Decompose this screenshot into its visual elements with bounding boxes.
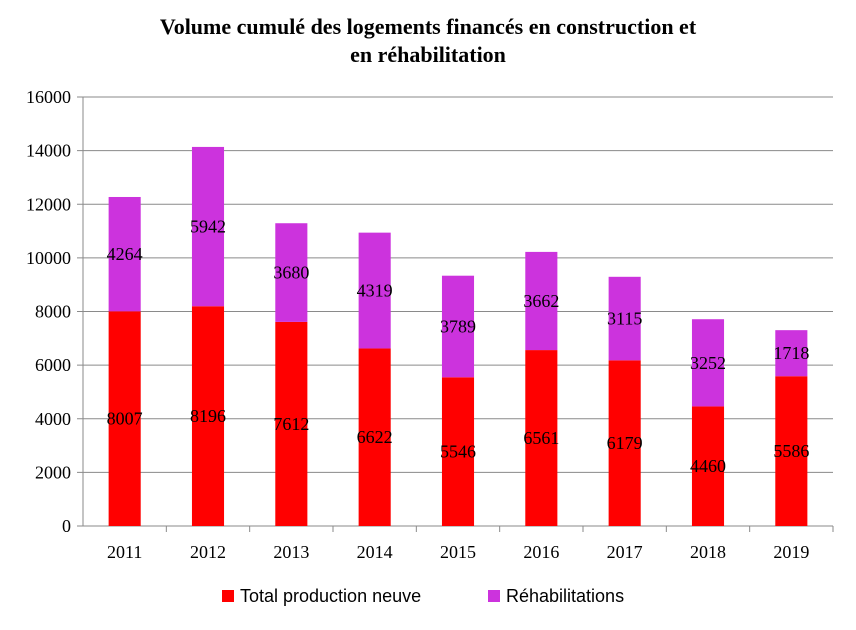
y-tick-label: 6000: [35, 355, 71, 375]
y-tick-label: 16000: [26, 87, 71, 107]
x-tick-label: 2014: [357, 542, 393, 562]
x-tick-label: 2016: [523, 542, 559, 562]
legend-swatch: [488, 590, 500, 602]
x-tick-label: 2018: [690, 542, 726, 562]
chart-title-line-1: Volume cumulé des logements financés en …: [159, 14, 697, 39]
bar-segment: [108, 311, 141, 526]
x-tick-label: 2017: [607, 542, 643, 562]
bar-segment: [358, 232, 391, 349]
bar-segment: [191, 146, 225, 307]
bar-segment: [775, 376, 808, 526]
legend-label: Total production neuve: [240, 586, 421, 606]
data-label: 1718: [773, 343, 809, 363]
x-tick-label: 2012: [190, 542, 226, 562]
data-label: 4264: [107, 244, 143, 264]
y-tick-label: 2000: [35, 462, 71, 482]
bar-segment: [608, 360, 641, 526]
bar-segment: [441, 275, 475, 378]
bar-segment: [525, 350, 558, 526]
data-label: 4319: [357, 281, 393, 301]
bar-segment: [191, 306, 225, 526]
x-tick-label: 2015: [440, 542, 476, 562]
bar-segment: [525, 251, 558, 351]
y-tick-label: 8000: [35, 302, 71, 322]
y-tick-label: 4000: [35, 409, 71, 429]
bar-segment: [441, 377, 475, 526]
data-label: 6622: [357, 427, 393, 447]
x-tick-label: 2019: [773, 542, 809, 562]
data-label: 8196: [190, 406, 226, 426]
data-label: 8007: [107, 409, 143, 429]
y-tick-label: 10000: [26, 248, 71, 268]
bar-segment: [108, 196, 141, 312]
data-label: 6179: [607, 433, 643, 453]
y-tick-label: 14000: [26, 141, 71, 161]
data-label: 3680: [273, 263, 309, 283]
x-tick-label: 2011: [107, 542, 142, 562]
chart-title-line-2: en réhabilitation: [350, 42, 506, 67]
legend-swatch: [222, 590, 234, 602]
y-tick-label: 0: [62, 516, 71, 536]
data-label: 5586: [773, 441, 809, 461]
data-label: 6561: [523, 428, 559, 448]
data-label: 4460: [690, 456, 726, 476]
x-tick-label: 2013: [273, 542, 309, 562]
bar-segment: [358, 348, 391, 526]
bar-segment: [691, 406, 725, 526]
data-label: 3252: [690, 353, 726, 373]
y-tick-label: 12000: [26, 194, 71, 214]
data-label: 3662: [523, 291, 559, 311]
data-label: 3789: [440, 317, 476, 337]
data-label: 3115: [607, 309, 642, 329]
data-label: 5546: [440, 442, 476, 462]
bar-segment: [608, 276, 641, 361]
bar-segment: [275, 223, 308, 322]
bar-segment: [275, 321, 308, 526]
legend-label: Réhabilitations: [506, 586, 624, 606]
bar-segment: [775, 330, 808, 377]
data-label: 7612: [273, 414, 309, 434]
bar-segment: [691, 319, 725, 407]
data-label: 5942: [190, 217, 226, 237]
